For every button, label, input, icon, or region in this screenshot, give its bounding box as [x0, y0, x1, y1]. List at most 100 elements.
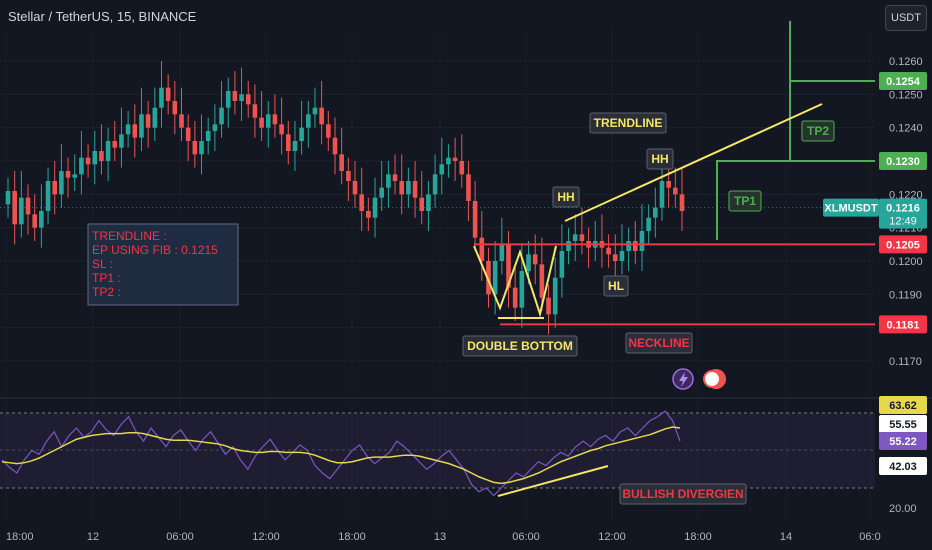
candle-body	[673, 187, 678, 195]
info-box-line: TP2 :	[92, 285, 121, 299]
symbol-tag-box	[823, 198, 879, 217]
price-tick-label: 0.1250	[889, 89, 923, 101]
hh-label-right-box	[646, 148, 674, 170]
price-tick-label: 0.1170	[889, 356, 922, 368]
candle-body	[466, 174, 471, 201]
candle-body	[479, 237, 485, 261]
candle-body	[225, 90, 231, 108]
tp2-price-tag-tag	[879, 71, 927, 90]
candle-body	[45, 180, 51, 211]
hl-label: HL	[608, 279, 624, 293]
candle-body	[172, 100, 178, 115]
tp2-level-line	[789, 20, 875, 82]
candle-body	[499, 244, 505, 261]
tp2-label-box	[801, 120, 835, 142]
candle-body	[5, 190, 11, 205]
candle-body	[119, 134, 124, 148]
candle-body	[653, 207, 658, 218]
info-box-line: TP1 :	[92, 271, 121, 285]
tp1-level-line	[716, 159, 875, 240]
candle-body	[279, 124, 284, 135]
candle-body	[399, 180, 405, 195]
candle-body	[145, 114, 151, 128]
candle-body	[185, 127, 191, 141]
candle-body	[32, 214, 37, 228]
rsi-value-tag: 55.22	[889, 436, 917, 448]
rsi-upper-band-tag-box	[879, 415, 927, 433]
candle-body	[305, 114, 311, 128]
candle-body	[386, 174, 391, 188]
price-tick-label: 0.1190	[889, 289, 922, 301]
candle-body	[139, 114, 144, 138]
rsi-axis-label: 20.00	[889, 503, 917, 515]
candle-body	[326, 124, 331, 138]
trendline-label: TRENDLINE	[594, 116, 663, 130]
price-tick-label: 0.1220	[889, 189, 923, 201]
candle-body	[519, 270, 525, 308]
candle-body	[359, 194, 364, 211]
rsi-upper-band-tag: 55.55	[889, 419, 917, 431]
candle-body	[99, 150, 104, 161]
candle-body	[79, 157, 84, 175]
candle-body	[52, 180, 58, 195]
candle-body	[65, 170, 71, 178]
info-box-line: EP USING FIB : 0.1215	[92, 243, 218, 257]
candle-body	[85, 157, 91, 165]
candle-body	[285, 134, 291, 151]
candle-body	[212, 124, 218, 131]
tp2-label: TP2	[807, 124, 829, 138]
current-price-tag-box	[879, 198, 927, 229]
candle-body	[25, 197, 31, 215]
hh-label-left-box	[552, 186, 580, 208]
candle-body	[579, 234, 585, 241]
candle-body	[132, 124, 138, 138]
trendline	[564, 103, 823, 222]
candle-body	[125, 124, 131, 135]
neckline-price-tag-tag	[879, 235, 927, 254]
time-tick-label: 18:00	[684, 531, 712, 543]
tp1-price-tag: 0.1230	[886, 156, 920, 168]
rsi-ma-line	[1, 426, 681, 485]
time-tick-label: 13	[434, 531, 446, 543]
support-price-tag-tag	[879, 315, 927, 334]
time-tick-label: 06:00	[166, 531, 194, 543]
rsi-lower-band-tag-box	[879, 457, 927, 475]
candle-body	[452, 157, 458, 161]
candle-body	[679, 194, 685, 211]
candle-body	[219, 107, 224, 125]
candle-body	[352, 180, 358, 195]
tp1-label: TP1	[734, 194, 756, 208]
candle-body	[339, 154, 344, 171]
candle-body	[152, 107, 158, 128]
current-price-tag: 0.1216	[886, 203, 920, 215]
candle-body	[659, 180, 665, 208]
candle-body	[19, 197, 24, 225]
double-bottom-label-box	[462, 335, 578, 357]
price-tick-label: 0.1240	[889, 123, 923, 135]
candle-body	[372, 197, 378, 218]
rsi-ma-value-tag: 63.62	[889, 400, 917, 412]
candle-body	[639, 230, 645, 251]
time-tick-label: 12:00	[252, 531, 280, 543]
candle-body	[619, 250, 625, 261]
candle-body	[59, 170, 64, 195]
candle-body	[199, 140, 204, 155]
candle-body	[105, 140, 111, 161]
currency-button[interactable]: USDT	[885, 5, 927, 31]
candle-body	[272, 114, 278, 125]
candle-body	[559, 250, 565, 278]
candle-body	[432, 174, 438, 195]
candle-body	[72, 174, 78, 178]
candle-body	[312, 107, 318, 115]
candle-body	[192, 140, 198, 155]
symbol-title: Stellar / TetherUS, 15, BINANCE	[8, 9, 197, 24]
hl-label-box	[603, 275, 629, 297]
candle-body	[299, 127, 304, 141]
info-box	[87, 223, 239, 306]
candle-body	[12, 190, 17, 225]
tp1-label-box	[728, 190, 762, 212]
candle-body	[612, 254, 618, 261]
rsi-band	[0, 413, 875, 488]
hh-label-left: HH	[557, 190, 574, 204]
